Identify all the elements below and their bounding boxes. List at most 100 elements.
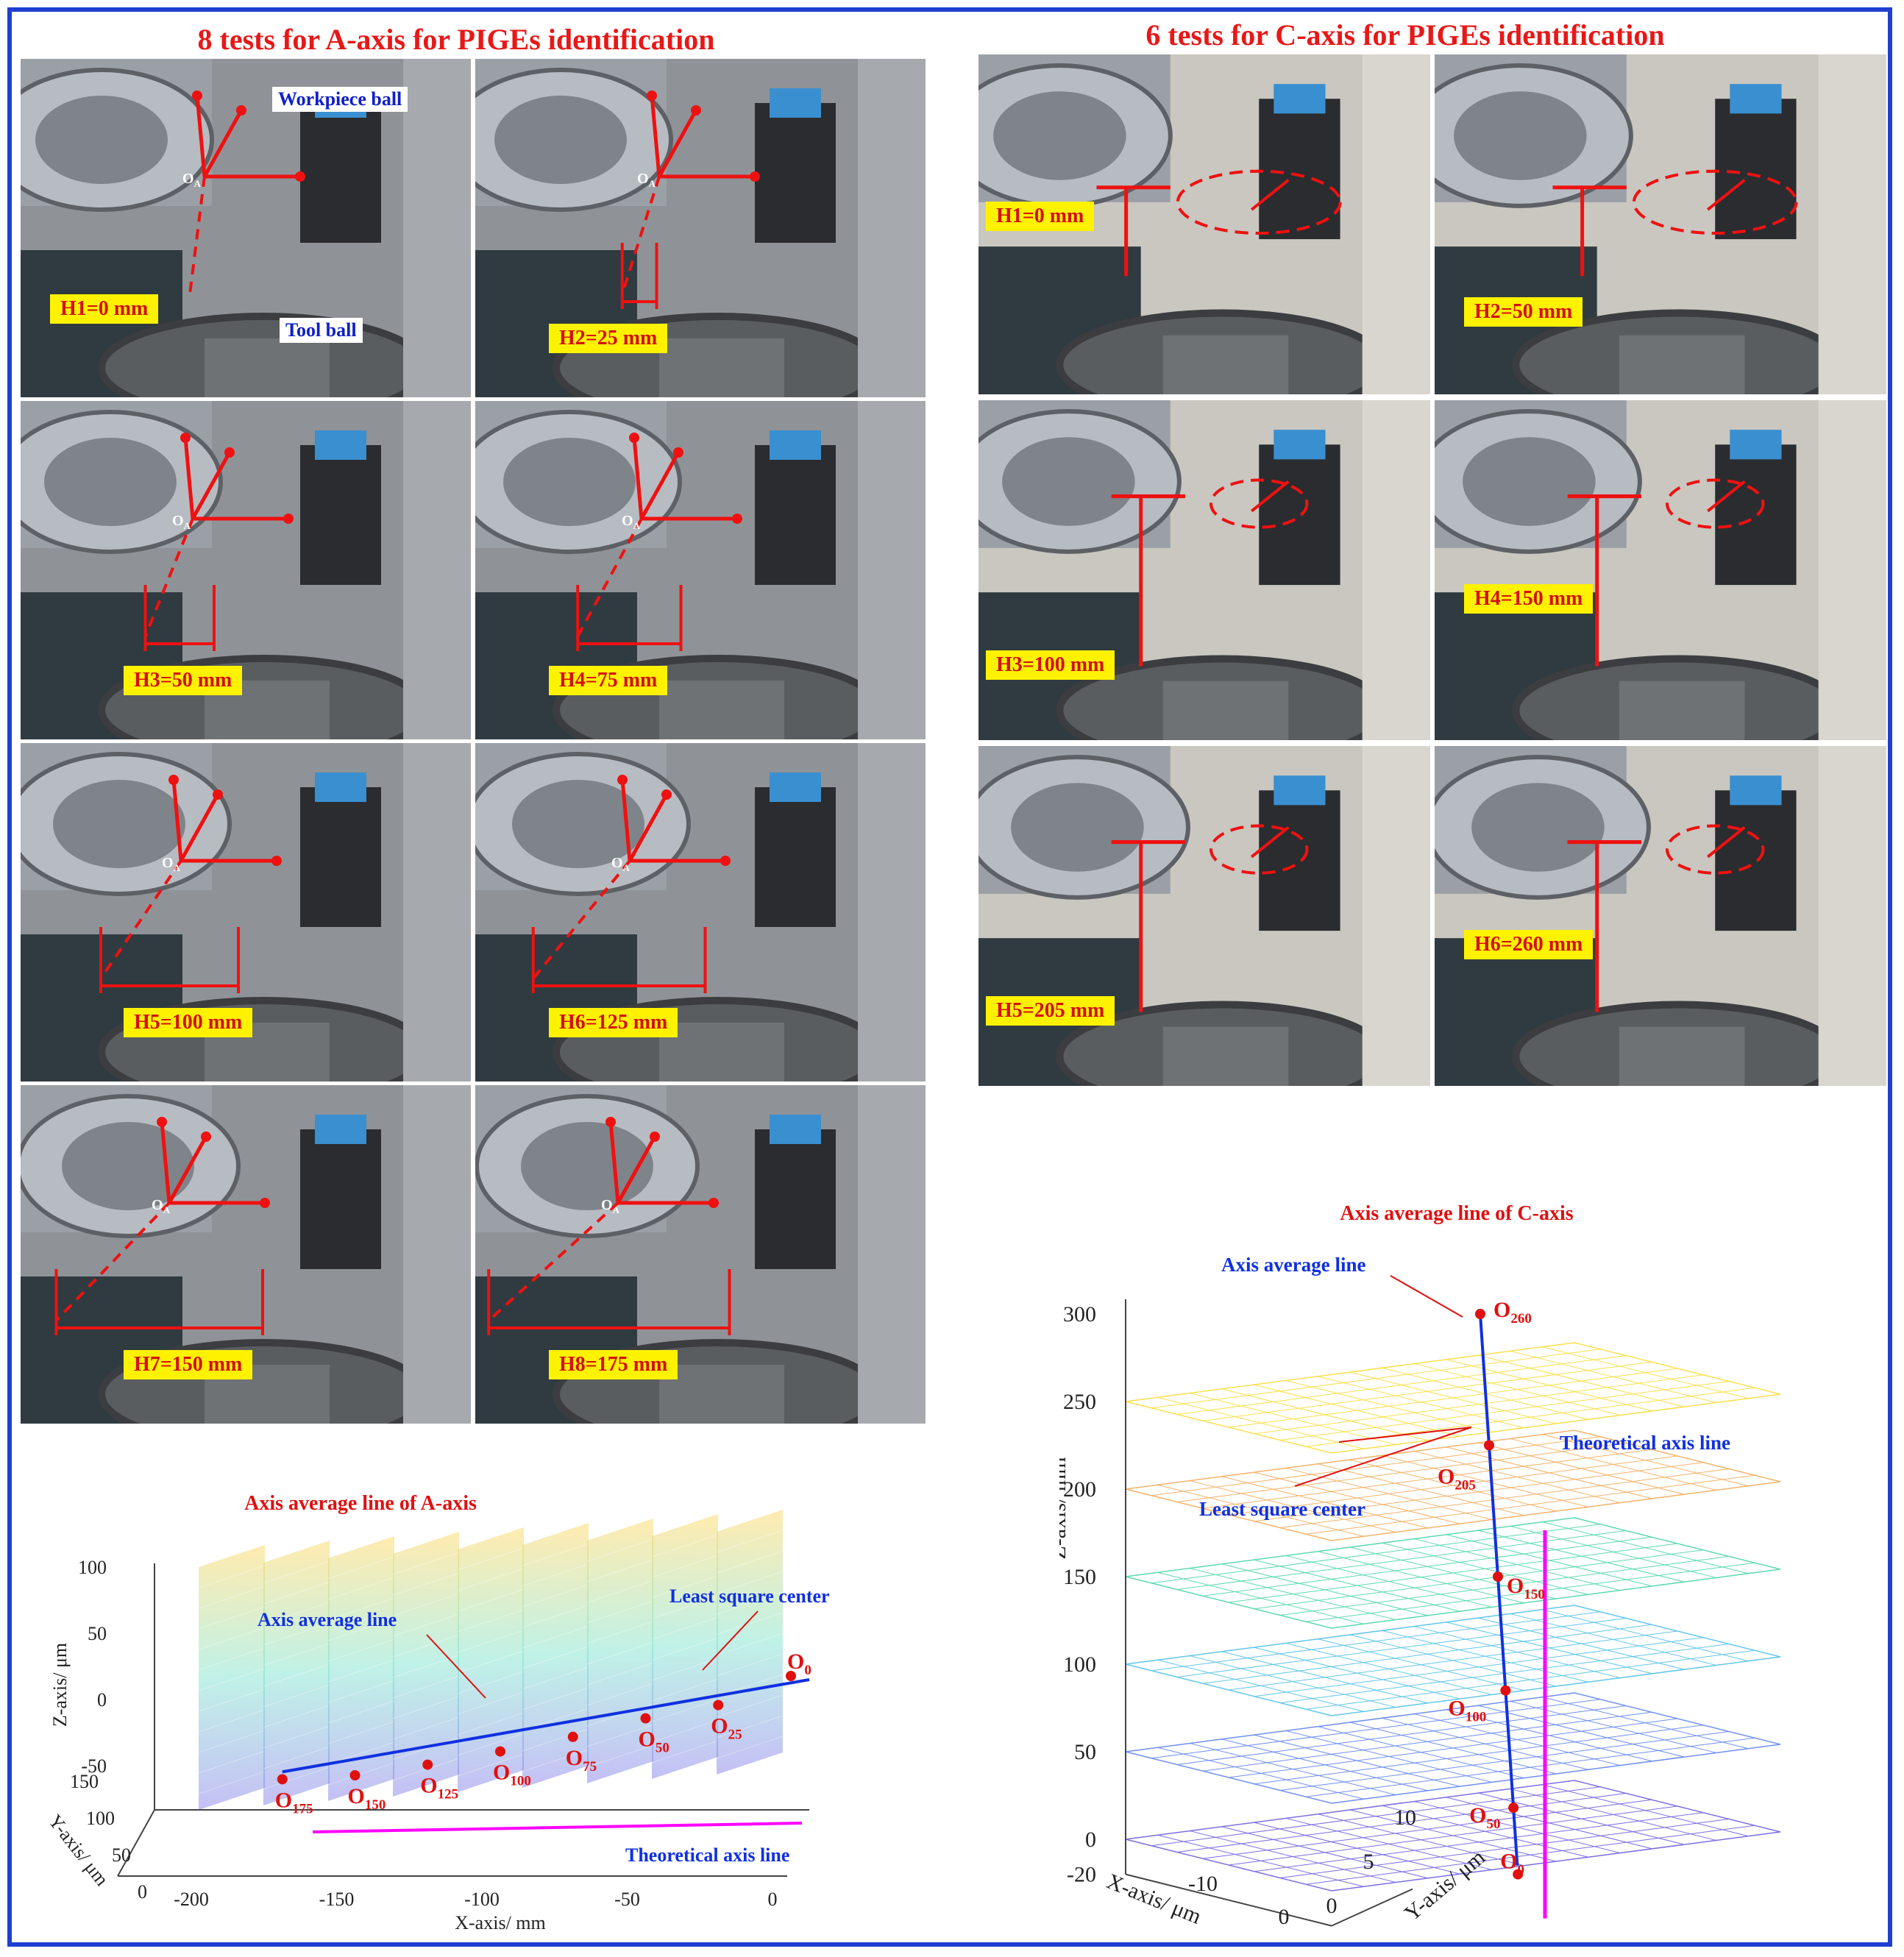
workpiece-ball-label: Workpiece ball xyxy=(272,87,408,112)
c-chart-y-tick: 0 xyxy=(1326,1894,1338,1918)
c-chart-y-tick: 10 xyxy=(1394,1805,1416,1830)
c-chart-x-tick: 0 xyxy=(1279,1905,1290,1929)
a-chart-y-tick: 0 xyxy=(138,1881,147,1903)
a-chart-average-line xyxy=(282,1678,810,1774)
a-chart-mesh-plane xyxy=(263,1541,330,1805)
figure-frame xyxy=(7,7,1892,1947)
c-chart-z-label: Z-axis/ mm xyxy=(1059,1457,1070,1559)
c-chart-point-label: O205 xyxy=(1438,1465,1476,1494)
a-chart-mesh-plane xyxy=(458,1527,524,1792)
a-test-photo-scene-4 xyxy=(475,401,926,739)
a-chart-x-tick: 0 xyxy=(768,1889,778,1910)
a-chart-lsq-annotation: Least square center xyxy=(669,1585,830,1607)
section-c-title: 6 tests for C-axis for PIGEs identificat… xyxy=(1145,18,1665,52)
a-test-height-label-3: H3=50 mm xyxy=(124,666,243,695)
a-chart-x-label: X-axis/ mm xyxy=(455,1912,546,1933)
a-chart-x-tick: -100 xyxy=(464,1889,500,1910)
c-chart-center-point xyxy=(1500,1685,1511,1696)
a-chart-z-tick: 0 xyxy=(97,1689,107,1711)
c-test-photo-scene-6 xyxy=(1435,746,1886,1086)
a-chart-z-tick: 50 xyxy=(88,1623,107,1644)
a-chart-point-label: O150 xyxy=(348,1784,386,1813)
c-chart-z-tick: 200 xyxy=(1063,1477,1096,1502)
a-chart-z-tick: 100 xyxy=(78,1557,107,1578)
section-a-title: 8 tests for A-axis for PIGEs identificat… xyxy=(197,23,715,56)
a-chart-y-tick: 50 xyxy=(112,1844,131,1866)
a-chart-center-point xyxy=(713,1700,724,1711)
a-chart-center-point xyxy=(640,1713,651,1724)
c-axis-chart-svg: Axis average line of C-axis-200501001502… xyxy=(1046,1202,1781,1929)
c-chart-center-point xyxy=(1508,1803,1519,1814)
c-chart-center-point xyxy=(1493,1571,1503,1582)
c-chart-grid-plane xyxy=(1125,1429,1781,1541)
c-chart-point-label: O0 xyxy=(1500,1850,1524,1878)
a-test-photo-scene-3 xyxy=(21,401,471,739)
c-test-photo-6: H6=260 mm xyxy=(1435,746,1886,1086)
a-test-height-label-8: H8=175 mm xyxy=(549,1350,678,1379)
c-chart-z-tick: 150 xyxy=(1063,1565,1096,1589)
a-chart-theoretical-line xyxy=(312,1822,803,1833)
c-chart-grid-plane xyxy=(1125,1780,1781,1892)
c-chart-grid-plane xyxy=(1125,1692,1781,1804)
c-test-photo-scene-4 xyxy=(1435,400,1886,740)
a-test-photo-2: H2=25 mm OA xyxy=(475,59,926,397)
a-chart-x-tick: -50 xyxy=(614,1889,640,1910)
a-chart-x-tick: -200 xyxy=(174,1889,209,1910)
c-chart-center-point xyxy=(1513,1869,1524,1880)
c-chart-avg-annotation: Axis average line xyxy=(1221,1254,1365,1276)
a-chart-center-point xyxy=(349,1770,360,1780)
c-test-height-label-3: H3=100 mm xyxy=(986,650,1115,680)
c-chart-center-point xyxy=(1484,1440,1494,1451)
a-test-photo-scene-7 xyxy=(21,1085,471,1424)
c-chart-z-tick: 100 xyxy=(1063,1652,1096,1677)
c-test-height-label-6: H6=260 mm xyxy=(1464,930,1594,959)
c-chart-z-tick: 300 xyxy=(1063,1302,1096,1326)
c-chart-point-label: O100 xyxy=(1448,1697,1486,1725)
c-chart-y-label: Y-axis/ μm xyxy=(1400,1845,1490,1926)
a-test-photo-3: H3=50 mm OA xyxy=(21,401,471,739)
a-chart-z-tick: -50 xyxy=(81,1755,107,1777)
a-test-height-label-2: H2=25 mm xyxy=(549,324,668,353)
a-test-photo-scene-8 xyxy=(475,1085,926,1424)
c-test-photo-5: H5=205 mm xyxy=(978,746,1430,1086)
a-chart-y-tick: 100 xyxy=(86,1808,115,1829)
c-chart-grid-plane xyxy=(1125,1517,1781,1629)
a-test-origin-label-8: OA xyxy=(601,1196,619,1215)
c-chart-z-tick: -20 xyxy=(1067,1863,1096,1887)
c-chart-z-tick: 250 xyxy=(1063,1390,1096,1414)
c-chart-x-tick: -10 xyxy=(1188,1872,1218,1896)
c-test-photo-scene-2 xyxy=(1435,54,1886,394)
c-chart-center-point xyxy=(1475,1309,1485,1319)
a-chart-mesh-plane xyxy=(717,1510,783,1775)
c-test-height-label-4: H4=150 mm xyxy=(1464,584,1594,614)
a-chart-mesh-plane xyxy=(587,1519,653,1783)
c-chart-title: Axis average line of C-axis xyxy=(1340,1202,1573,1225)
a-axis-chart-svg: Axis average line of A-axis -50 0 50 100 Z-ax… xyxy=(44,1492,830,1933)
a-test-height-label-4: H4=75 mm xyxy=(549,666,668,695)
c-test-photo-scene-3 xyxy=(978,400,1430,740)
a-test-origin-label-2: OA xyxy=(637,170,656,189)
c-test-photo-scene-5 xyxy=(978,746,1430,1086)
a-chart-center-point xyxy=(422,1759,433,1770)
a-test-origin-label-7: OA xyxy=(152,1196,170,1215)
a-chart-mesh-plane xyxy=(328,1536,394,1801)
c-chart-z-tick: 50 xyxy=(1074,1740,1096,1764)
c-axis-chart: Axis average line of C-axis -20 0 50 100 150 2… xyxy=(1046,1184,1817,1935)
c-chart-point-label: O260 xyxy=(1493,1298,1532,1326)
c-chart-average-line xyxy=(1479,1313,1519,1866)
a-chart-point-label: O0 xyxy=(787,1649,811,1678)
a-chart-mesh-plane xyxy=(652,1514,718,1779)
a-chart-center-point xyxy=(786,1671,796,1681)
a-chart-theory-annotation: Theoretical axis line xyxy=(625,1844,789,1866)
a-test-origin-label-1: OA xyxy=(182,170,201,189)
a-test-photo-4: H4=75 mm OA xyxy=(475,401,926,739)
a-test-height-label-6: H6=125 mm xyxy=(549,1008,678,1037)
c-chart-grid-plane xyxy=(1125,1342,1781,1454)
c-chart-theory-annotation: Theoretical axis line xyxy=(1560,1432,1730,1454)
c-test-height-label-2: H2=50 mm xyxy=(1464,297,1583,327)
a-test-photo-8: H8=175 mm OA xyxy=(475,1085,926,1424)
a-chart-center-point xyxy=(567,1731,578,1742)
c-test-photo-1: H1=0 mm xyxy=(978,54,1430,394)
a-chart-mesh-plane xyxy=(199,1545,265,1810)
a-test-photo-scene-6 xyxy=(475,743,926,1082)
